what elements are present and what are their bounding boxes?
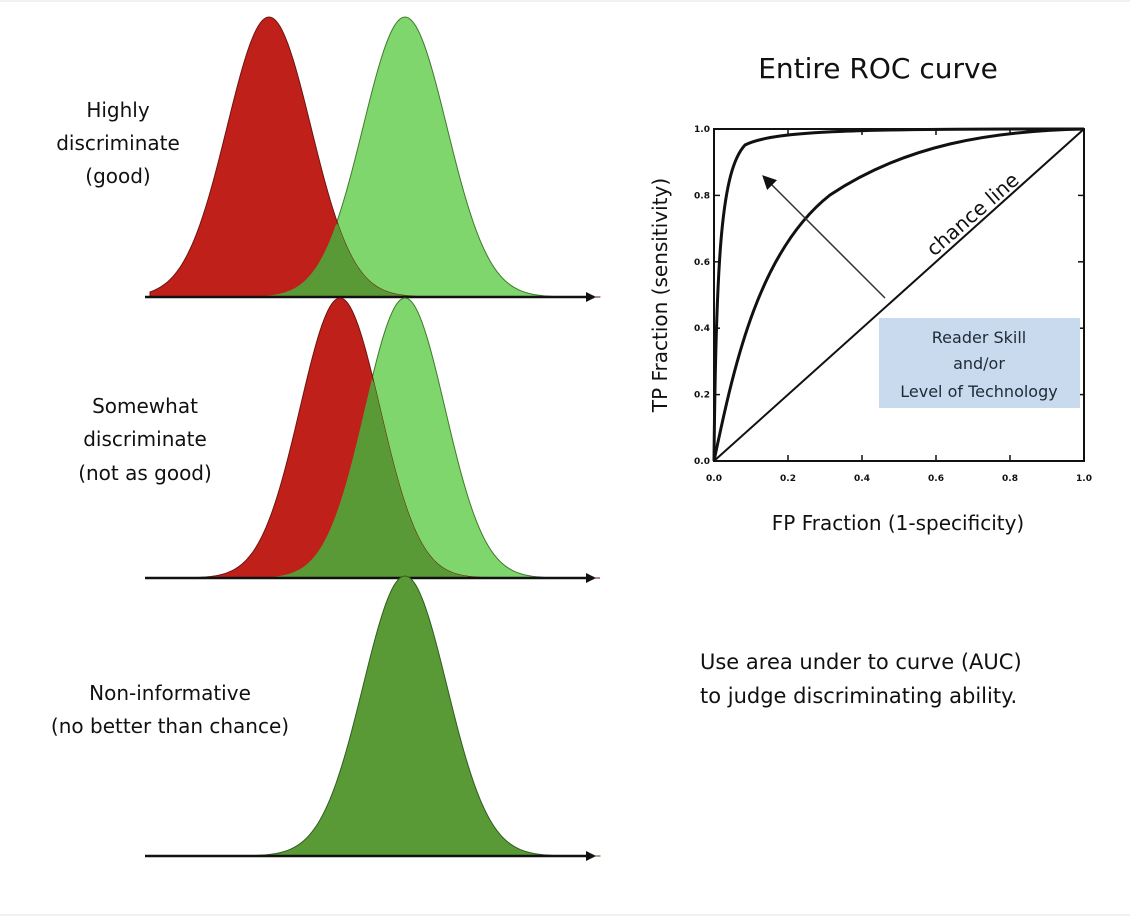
- x-tick-label: 0.8: [1002, 474, 1018, 484]
- roc-ticks: 0.0 0.2 0.4 0.6 0.8 1.0 0.0 0.2 0.4 0.6 0.8 1.0: [694, 125, 1092, 484]
- y-tick-label: 0.0: [694, 457, 710, 467]
- y-tick-label: 0.2: [694, 391, 710, 401]
- chance-line-label: chance line: [922, 168, 1024, 261]
- panel-good-line-2: discriminate: [56, 131, 180, 155]
- roc-x-axis-label: FP Fraction (1-specificity): [772, 511, 1024, 535]
- panel-label-none: Non-informative (no better than chance): [51, 681, 289, 738]
- panel-moderate-line-1: Somewhat: [92, 394, 198, 418]
- x-tick-label: 0.2: [780, 474, 796, 484]
- x-tick-label: 1.0: [1076, 474, 1092, 484]
- roc-plot: 0.0 0.2 0.4 0.6 0.8 1.0 0.0 0.2 0.4 0.6 0.8 1.0 cha…: [694, 125, 1092, 484]
- roc-y-axis-label: TP Fraction (sensitivity): [648, 178, 672, 413]
- panel-good-line-3: (good): [85, 164, 150, 188]
- y-tick-label: 0.4: [694, 324, 710, 334]
- panel-good-line-1: Highly: [86, 98, 150, 122]
- roc-title: Entire ROC curve: [758, 52, 998, 85]
- y-tick-label: 1.0: [694, 125, 710, 135]
- roc-curve-moderate: [712, 127, 1085, 462]
- x-tick-label: 0.6: [928, 474, 944, 484]
- x-tick-label: 0.0: [706, 474, 722, 484]
- improvement-arrow: [762, 175, 886, 299]
- distribution-overlap-moderate: [150, 378, 600, 578]
- panel-label-good: Highly discriminate (good): [56, 98, 180, 188]
- y-tick-label: 0.8: [694, 191, 710, 201]
- reader-skill-line-3: Level of Technology: [900, 382, 1057, 401]
- panel-none-line-2: (no better than chance): [51, 714, 289, 738]
- x-tick-label: 0.4: [854, 474, 870, 484]
- y-tick-label: 0.6: [694, 258, 710, 268]
- panel-none-line-1: Non-informative: [89, 681, 251, 705]
- distribution-panels: [145, 16, 601, 861]
- reader-skill-line-1: Reader Skill: [932, 328, 1026, 347]
- chance-line: [713, 128, 1085, 462]
- reader-skill-box: [879, 318, 1080, 408]
- panel-label-moderate: Somewhat discriminate (not as good): [78, 394, 212, 485]
- roc-curve-good: [712, 127, 1085, 462]
- reader-skill-line-2: and/or: [953, 354, 1005, 373]
- auc-note-line-1: Use area under to curve (AUC): [700, 650, 1022, 674]
- panel-moderate-line-2: discriminate: [83, 427, 207, 451]
- auc-note-line-2: to judge discriminating ability.: [700, 684, 1017, 708]
- panel-moderate-line-3: (not as good): [78, 461, 212, 485]
